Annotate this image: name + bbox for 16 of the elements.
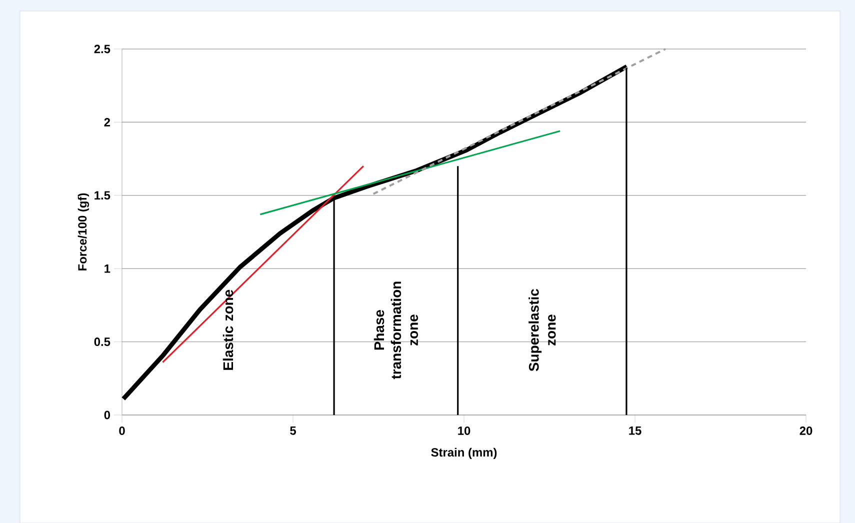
y-tick-label: 1.5 [94,191,110,200]
y-tick-label: 0.5 [94,337,110,346]
y-tick-label: 2.5 [94,44,110,54]
x-axis-title: Strain (mm) [431,448,497,459]
y-tick-label: 1 [104,264,110,273]
annotation: Elastic zone [222,290,234,370]
x-tick-label: 20 [800,426,812,435]
x-tick-label: 10 [458,426,470,435]
x-tick-label: 0 [119,426,125,435]
x-tick-label: 15 [629,426,642,435]
y-axis-title: Force/100 (gf) [78,193,90,270]
y-tick-label: 0 [104,410,110,420]
annotation: Superelastic zone [528,288,556,372]
y-tick-label: 2 [104,118,110,126]
annotation: Phase transformation zone [374,282,418,380]
x-tick-label: 5 [290,426,296,435]
